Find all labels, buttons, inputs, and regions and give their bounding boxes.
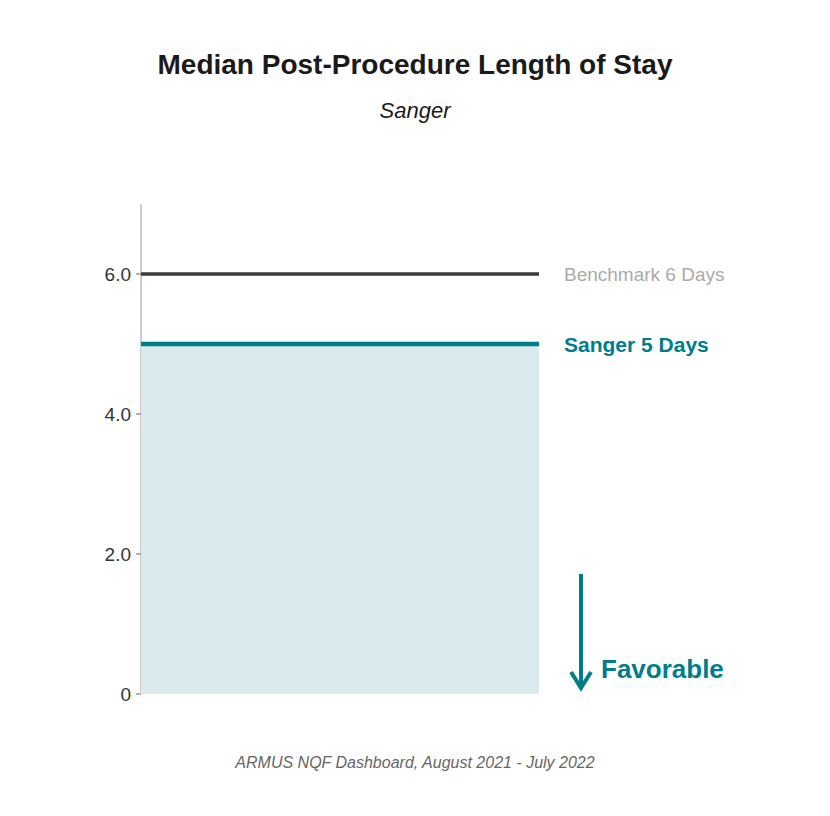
plot-area xyxy=(141,274,539,694)
tick-mark xyxy=(136,274,141,275)
bar-top-edge xyxy=(141,342,539,347)
tick-label: 6.0 xyxy=(105,264,131,285)
benchmark-line xyxy=(141,272,539,276)
tick-label: 0 xyxy=(120,684,131,705)
favorable-label: Favorable xyxy=(601,654,724,684)
favorable-arrow-head xyxy=(571,672,591,688)
favorable-arrow xyxy=(579,574,583,684)
chart: Median Post-Procedure Length of Stay Sang… xyxy=(0,0,830,816)
tick-mark xyxy=(136,694,141,695)
background xyxy=(0,0,830,816)
tick-mark xyxy=(136,554,141,555)
tick-label: 4.0 xyxy=(105,404,131,425)
benchmark-label: Benchmark 6 Days xyxy=(564,264,725,285)
footnote: ARMUS NQF Dashboard, August 2021 - July … xyxy=(234,754,594,771)
bar-label: Sanger 5 Days xyxy=(564,333,709,356)
title: Median Post-Procedure Length of Stay xyxy=(158,49,673,80)
bar xyxy=(141,344,539,694)
tick-mark xyxy=(136,414,141,415)
subtitle: Sanger xyxy=(380,98,453,123)
tick-label: 2.0 xyxy=(105,544,131,565)
